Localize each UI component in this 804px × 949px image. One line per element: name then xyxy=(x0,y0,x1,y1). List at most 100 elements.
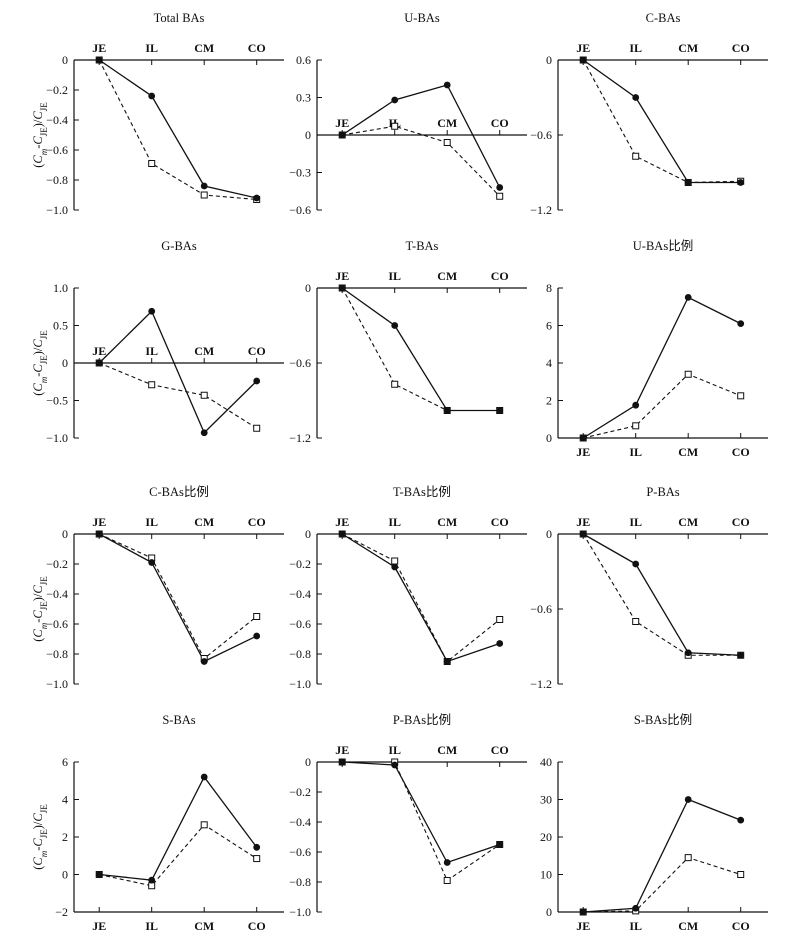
y-tick-label: 0 xyxy=(546,905,552,919)
y-tick-label: 0.6 xyxy=(296,53,311,67)
data-point-filled-circle xyxy=(338,131,346,139)
series-line-dashed xyxy=(583,856,741,913)
y-tick-label: −1.2 xyxy=(530,677,552,691)
chart-title: P-BAs比例 xyxy=(393,713,451,727)
y-tick-label: −0.4 xyxy=(289,815,311,829)
x-tick-label: CO xyxy=(732,445,750,459)
y-tick-label: 6 xyxy=(546,319,552,333)
data-point-filled-circle xyxy=(95,359,103,367)
y-tick-label: 40 xyxy=(540,755,552,769)
data-point-open-square xyxy=(391,557,399,565)
data-point-open-square xyxy=(632,152,640,160)
x-tick-label: JE xyxy=(576,515,590,529)
x-tick-label: IL xyxy=(629,41,642,55)
data-point-filled-circle xyxy=(253,632,261,640)
x-tick-label: CO xyxy=(248,515,266,529)
x-tick-label: JE xyxy=(92,515,106,529)
data-point-open-square xyxy=(443,139,451,146)
data-point-open-square xyxy=(148,381,156,389)
chart-title: T-BAs比例 xyxy=(393,485,451,499)
series-line-solid xyxy=(98,533,257,663)
x-tick-label: CM xyxy=(437,743,457,757)
y-tick-label: −1.0 xyxy=(46,431,68,445)
data-point-filled-circle xyxy=(200,658,208,665)
y-tick-label: −0.4 xyxy=(289,587,311,601)
chart-panel: T-BAs比例 0 −0.2 −0.4 −0.6 −0.8 −1.0 JE IL CM CO xyxy=(289,485,527,691)
x-tick-label: IL xyxy=(145,515,158,529)
series-line-solid xyxy=(341,84,501,188)
data-point-filled-circle xyxy=(496,184,504,191)
x-tick-label: JE xyxy=(92,41,106,55)
series-line-solid xyxy=(341,533,500,663)
data-point-open-square xyxy=(200,191,208,199)
y-tick-label: −1.0 xyxy=(46,203,68,217)
y-tick-label: 8 xyxy=(546,281,552,295)
x-tick-label: IL xyxy=(145,41,158,55)
data-point-filled-circle xyxy=(148,559,156,566)
y-tick-label: −0.4 xyxy=(46,587,68,601)
data-point-filled-circle xyxy=(632,560,640,568)
y-tick-label: 0 xyxy=(62,868,68,882)
data-point-filled-circle xyxy=(391,96,399,104)
x-tick-label: CO xyxy=(248,919,266,933)
chart-panel: P-BAs比例 0 −0.2 −0.4 −0.6 −0.8 −1.0 JE IL CM CO xyxy=(289,713,527,919)
data-point-open-square xyxy=(253,855,261,863)
series-line-dashed xyxy=(341,287,500,412)
chart-title: C-BAs xyxy=(646,11,681,25)
x-tick-label: CO xyxy=(491,743,509,757)
series-line-dashed xyxy=(342,761,501,882)
x-tick-label: CO xyxy=(491,515,509,529)
chart-title: C-BAs比例 xyxy=(149,485,209,499)
data-point-filled-circle xyxy=(579,908,587,916)
x-tick-label: CO xyxy=(732,41,750,55)
data-point-filled-circle xyxy=(684,649,692,657)
data-point-filled-circle xyxy=(95,871,103,878)
data-point-filled-circle xyxy=(443,407,451,414)
series-line-dashed xyxy=(342,125,501,197)
y-tick-label: 0 xyxy=(305,128,311,142)
series-line-solid xyxy=(99,775,258,881)
data-point-filled-circle xyxy=(148,876,156,884)
data-point-open-square xyxy=(391,380,399,388)
y-tick-label: 0 xyxy=(546,53,552,67)
chart-title: U-BAs xyxy=(404,11,440,25)
series-line-dashed xyxy=(583,373,741,439)
data-point-filled-circle xyxy=(684,293,692,301)
x-tick-label: JE xyxy=(92,344,106,358)
y-tick-label: 0.5 xyxy=(53,319,68,333)
series-line-solid xyxy=(341,287,500,412)
chart-panel: U-BAs比例 8 6 4 2 0 JE IL CM CO xyxy=(546,239,768,459)
data-point-open-square xyxy=(684,854,692,862)
series-line-solid xyxy=(582,533,741,656)
y-tick-label: −0.6 xyxy=(46,143,68,157)
data-point-open-square xyxy=(737,871,745,878)
x-tick-label: JE xyxy=(92,919,106,933)
series-line-solid xyxy=(583,798,741,913)
data-point-filled-circle xyxy=(391,322,399,329)
chart-panel: C-BAs 0 −0.6 −1.2 JE IL CM CO xyxy=(530,11,768,217)
y-tick-label: 0 xyxy=(305,281,311,295)
data-point-open-square xyxy=(148,882,156,890)
x-tick-label: JE xyxy=(335,116,349,130)
series-line-dashed xyxy=(98,59,257,201)
y-axis-label: (Cm-CJE)/CJE xyxy=(31,102,49,168)
data-point-open-square xyxy=(391,122,399,130)
chart-title: S-BAs比例 xyxy=(634,713,692,727)
chart-panel: C-BAs比例 0 −0.2 −0.4 −0.6 −0.8 −1.0 JE IL CM CO (Cm-… xyxy=(31,485,284,691)
chart-title: U-BAs比例 xyxy=(633,239,693,253)
y-tick-label: −0.2 xyxy=(46,83,68,97)
x-tick-label: CO xyxy=(248,344,266,358)
y-axis-label: (Cm-CJE)/CJE xyxy=(31,804,49,870)
data-point-filled-circle xyxy=(443,859,451,866)
y-tick-label: 0 xyxy=(546,431,552,445)
y-tick-label: 0.3 xyxy=(296,91,311,105)
y-tick-label: 6 xyxy=(62,755,68,769)
series-line-solid xyxy=(582,59,741,184)
data-point-filled-circle xyxy=(391,761,399,769)
chart-panel: S-BAs比例 40 30 20 10 0 JE IL CM CO xyxy=(540,713,768,933)
chart-title: G-BAs xyxy=(161,239,197,253)
y-tick-label: −0.2 xyxy=(289,557,311,571)
series-line-solid xyxy=(342,761,500,864)
data-point-open-square xyxy=(496,192,504,200)
data-point-filled-circle xyxy=(579,56,587,64)
